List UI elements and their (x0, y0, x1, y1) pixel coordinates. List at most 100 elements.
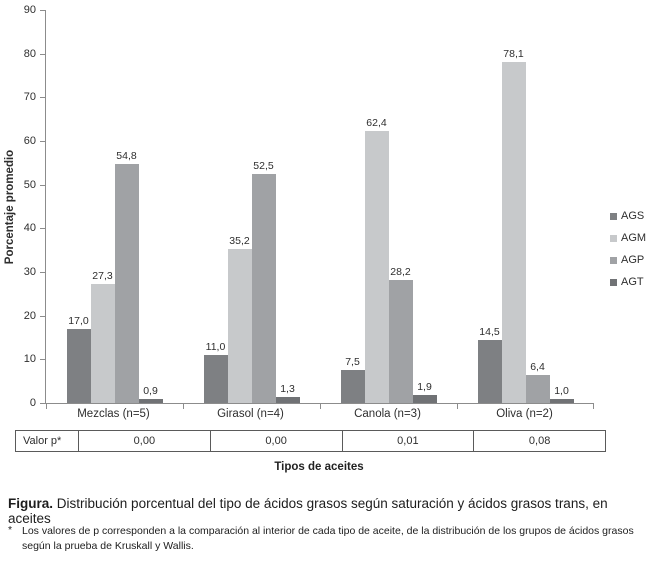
x-category-label: Oliva (n=2) (496, 408, 553, 420)
legend-item-agp: AGP (610, 249, 646, 271)
bar-value-label: 0,9 (143, 385, 158, 398)
barwrap-ags: 11,0 (203, 10, 228, 403)
p-value-cell: 0,01 (341, 431, 474, 451)
legend-label: AGM (621, 232, 647, 244)
bar-value-label: 1,9 (417, 380, 432, 393)
y-tick-label: 60 (23, 135, 36, 148)
bar-value-label: 11,0 (205, 340, 226, 353)
bar-agt (138, 399, 163, 403)
footnote: * Los valores de p corresponden a la com… (8, 524, 640, 553)
y-tick-label: 0 (29, 397, 36, 409)
barwrap-agt: 1,0 (549, 10, 574, 403)
bar-value-label: 35,2 (229, 235, 250, 248)
legend: AGS AGM AGP AGT (610, 205, 646, 293)
legend-swatch-icon (610, 256, 617, 264)
legend-item-agm: AGM (610, 227, 646, 249)
y-tick-label: 70 (23, 91, 36, 104)
bar-value-label: 7,5 (345, 356, 360, 369)
x-category-label: Mezclas (n=5) (77, 408, 150, 420)
x-tick-mark (593, 403, 594, 409)
barwrap-agp: 54,8 (114, 10, 139, 403)
x-tick-mark (46, 403, 47, 409)
bar-value-label: 1,0 (554, 384, 569, 397)
figure-caption-label: Figura. (8, 496, 54, 511)
barwrap-agp: 6,4 (525, 10, 550, 403)
bar-ags (477, 339, 502, 403)
bar-value-label: 62,4 (366, 116, 387, 129)
barwrap-agm: 35,2 (227, 10, 252, 403)
bar-agm (227, 249, 252, 403)
bar-agp (525, 375, 550, 403)
bar-ags (203, 354, 228, 403)
p-value-cell: 0,00 (78, 431, 210, 451)
y-axis: 0 10 20 30 40 50 60 70 80 90 (0, 4, 45, 409)
barwrap-agt: 0,9 (138, 10, 163, 403)
y-tick-mark (40, 53, 45, 55)
y-tick-mark (40, 315, 45, 317)
barwrap-ags: 17,0 (66, 10, 91, 403)
barwrap-agm: 78,1 (501, 10, 526, 403)
bar-value-label: 14,5 (479, 325, 500, 338)
bar-group-2: 11,0 35,2 52,5 1,3 (183, 10, 320, 403)
bar-agm (364, 130, 389, 403)
barwrap-agm: 62,4 (364, 10, 389, 403)
legend-swatch-icon (610, 278, 617, 286)
barwrap-ags: 7,5 (340, 10, 365, 403)
y-tick-mark (40, 97, 45, 99)
footnote-text: Los valores de p corresponden a la compa… (22, 525, 634, 552)
bar-agt (275, 397, 300, 403)
x-axis-title: Tipos de aceites (274, 461, 364, 473)
p-value-row-label: Valor p* (23, 435, 62, 447)
x-tick-mark (457, 403, 458, 409)
bar-value-label: 27,3 (92, 269, 113, 282)
y-tick-label: 90 (23, 4, 36, 16)
bar-group-4: 14,5 78,1 6,4 1,0 (457, 10, 594, 403)
y-tick-label: 50 (23, 178, 36, 191)
legend-item-ags: AGS (610, 205, 646, 227)
bar-value-label: 54,8 (116, 149, 137, 162)
bar-value-label: 17,0 (68, 314, 89, 327)
y-tick-label: 10 (23, 353, 36, 366)
bar-agm (501, 61, 526, 403)
y-tick-mark (40, 184, 45, 186)
y-tick-label: 40 (23, 222, 36, 235)
legend-label: AGS (621, 210, 645, 222)
barwrap-ags: 14,5 (477, 10, 502, 403)
y-tick-label: 20 (23, 309, 36, 322)
bar-agt (549, 398, 574, 403)
bar-value-label: 1,3 (280, 383, 295, 396)
x-tick-mark (320, 403, 321, 409)
barwrap-agt: 1,3 (275, 10, 300, 403)
legend-label: AGP (621, 254, 645, 266)
y-tick-mark (40, 403, 45, 404)
bar-agp (114, 163, 139, 403)
figure-caption: Figura. Distribución porcentual del tipo… (8, 496, 650, 526)
y-tick-mark (40, 141, 45, 143)
legend-swatch-icon (610, 234, 617, 242)
x-category-label: Girasol (n=4) (217, 408, 284, 420)
bar-ags (66, 328, 91, 403)
bar-value-label: 28,2 (390, 265, 411, 278)
bar-value-label: 6,4 (530, 361, 545, 374)
x-tick-mark (183, 403, 184, 409)
x-axis-category-labels: Mezclas (n=5) Girasol (n=4) Canola (n=3) Ol… (45, 408, 593, 420)
y-tick-label: 80 (23, 47, 36, 60)
bar-value-label: 78,1 (503, 47, 524, 60)
x-category-label: Canola (n=3) (354, 408, 421, 420)
y-tick-label: 30 (23, 266, 36, 279)
barwrap-agm: 27,3 (90, 10, 115, 403)
legend-item-agt: AGT (610, 271, 646, 293)
bar-group-3: 7,5 62,4 28,2 1,9 (320, 10, 457, 403)
y-tick-mark (40, 359, 45, 361)
p-value-cell: 0,08 (473, 431, 605, 451)
barwrap-agp: 28,2 (388, 10, 413, 403)
bar-ags (340, 370, 365, 403)
bar-value-label: 52,5 (253, 159, 274, 172)
y-tick-mark (40, 228, 45, 230)
footnote-marker: * (8, 524, 13, 536)
y-tick-mark (40, 272, 45, 274)
bar-group-1: 17,0 27,3 54,8 0,9 (46, 10, 183, 403)
bar-agm (90, 283, 115, 403)
legend-swatch-icon (610, 212, 617, 220)
